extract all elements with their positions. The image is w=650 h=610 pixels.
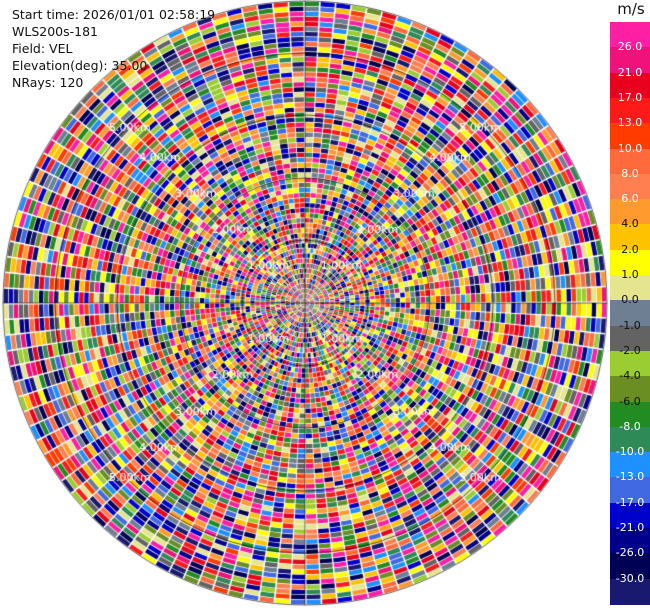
colorbar-segment — [610, 452, 650, 479]
colorbar-tick-label: -10.0 — [615, 445, 645, 459]
colorbar-tick-label: 17.0 — [617, 90, 643, 104]
colorbar-segment — [610, 148, 650, 175]
colorbar-tick-label: 10.0 — [617, 141, 643, 155]
colorbar-segment — [610, 275, 650, 301]
colorbar-segment — [610, 224, 650, 251]
colorbar-tick-label: 1.0 — [621, 268, 639, 282]
field-label: Field: VEL — [12, 41, 73, 56]
colorbar-segment — [610, 528, 650, 554]
colorbar-segment — [610, 123, 650, 150]
colorbar-segment — [610, 401, 650, 428]
colorbar-tick-label: -6.0 — [619, 394, 641, 408]
elevation-label: Elevation(deg): 35.00 — [12, 58, 148, 73]
colorbar-segment — [610, 173, 650, 200]
colorbar-tick-label: 8.0 — [621, 166, 639, 180]
colorbar-tick-label: -13.0 — [615, 470, 645, 484]
colorbar-segment — [610, 376, 650, 403]
start-time-label: Start time: 2026/01/01 02:58:19 — [12, 7, 216, 22]
colorbar-tick-label: -30.0 — [615, 571, 645, 585]
colorbar-segment — [610, 22, 650, 48]
colorbar-segment — [610, 426, 650, 453]
nrays-label: NRays: 120 — [12, 75, 84, 90]
colorbar-segment — [610, 47, 650, 74]
scan-info: Start time: 2026/01/01 02:58:19 WLS200s-… — [12, 6, 215, 91]
colorbar-segment — [610, 350, 650, 377]
colorbar-segment — [610, 553, 650, 580]
colorbar-tick-label: 0.0 — [621, 293, 639, 307]
colorbar-tick-label: -4.0 — [619, 369, 641, 383]
colorbar-segment — [610, 72, 650, 99]
ppi-plot[interactable] — [0, 0, 610, 610]
colorbar-tick-label: -17.0 — [615, 495, 645, 509]
colorbar-tick-label: -2.0 — [619, 343, 641, 357]
colorbar-segment — [610, 300, 650, 327]
colorbar-tick-label: -8.0 — [619, 419, 641, 433]
colorbar-tick-label: -26.0 — [615, 546, 645, 560]
colorbar-tick-label: 2.0 — [621, 242, 639, 256]
colorbar-segment — [610, 325, 650, 352]
colorbar-tick-label: 21.0 — [617, 65, 643, 79]
colorbar-tick-label: -1.0 — [619, 318, 641, 332]
colorbar-segment — [610, 249, 650, 276]
colorbar-tick-label: 6.0 — [621, 192, 639, 206]
colorbar-segment — [610, 578, 650, 605]
colorbar-tick-label: 13.0 — [617, 116, 643, 130]
colorbar-segment — [610, 477, 650, 504]
colorbar: 26.0 21.0 17.0 13.0 10.0 8.0 6.0 4.0 2.0 1.0 0.0 -1… — [610, 22, 650, 605]
colorbar-segment — [610, 502, 650, 529]
colorbar-tick-label: -21.0 — [615, 521, 645, 535]
colorbar-segment — [610, 199, 650, 226]
colorbar-tick-label: 26.0 — [617, 40, 643, 54]
colorbar-unit: m/s — [617, 0, 645, 18]
colorbar-tick-label: 4.0 — [621, 217, 639, 231]
colorbar-segment — [610, 97, 650, 124]
instrument-label: WLS200s-181 — [12, 24, 98, 39]
